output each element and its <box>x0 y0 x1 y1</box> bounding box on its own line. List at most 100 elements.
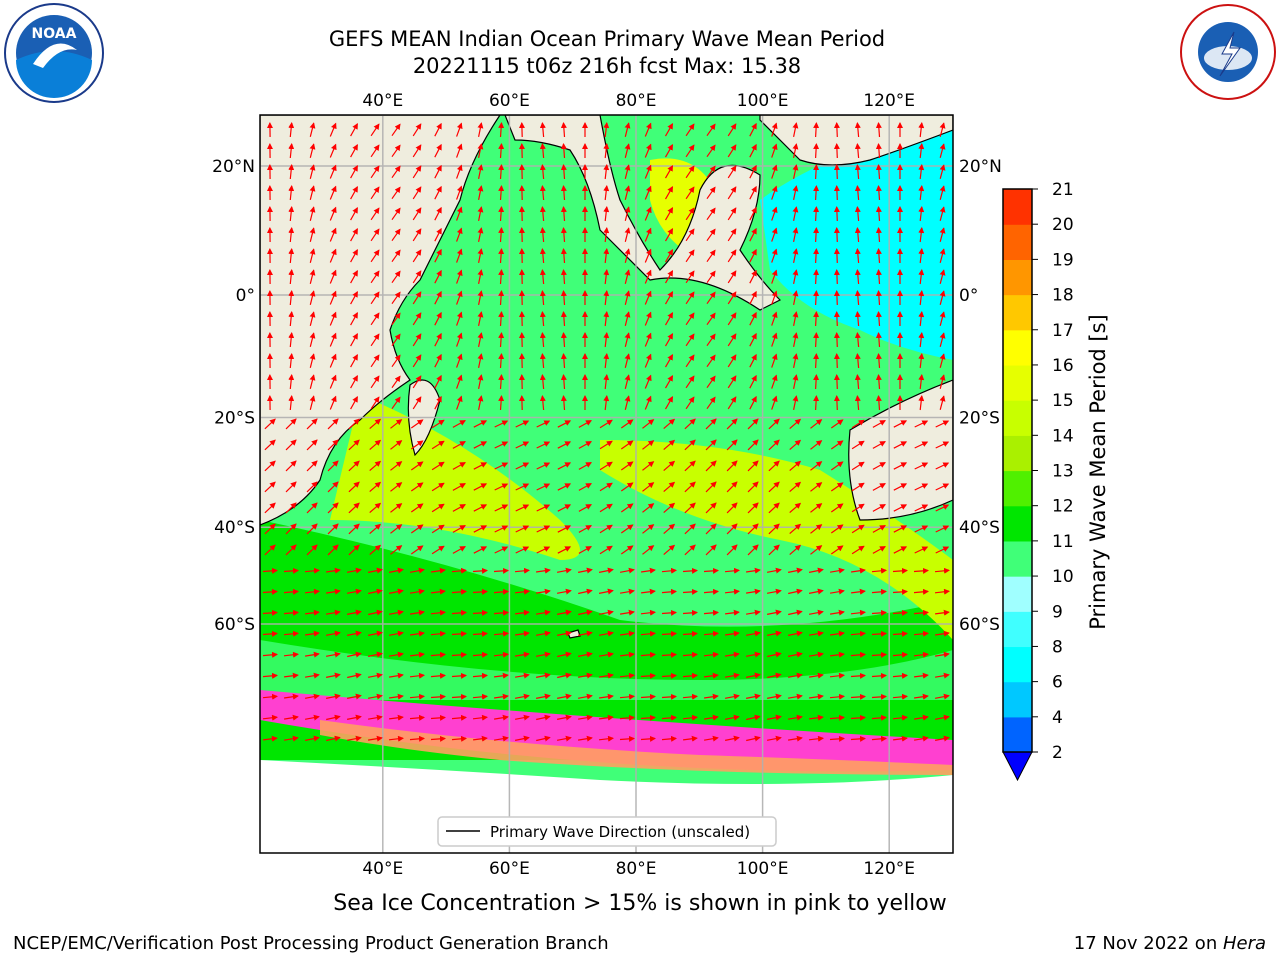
colorbar-label: Primary Wave Mean Period [s] <box>1086 314 1110 630</box>
wave-arrow <box>684 460 696 472</box>
colorbar-tick-label: 9 <box>1052 602 1063 622</box>
wave-arrow <box>325 672 341 679</box>
wave-arrow <box>640 651 656 658</box>
wave-arrow <box>918 353 925 369</box>
wave-arrow <box>535 672 551 679</box>
wave-arrow <box>560 311 567 327</box>
wave-arrow <box>787 651 803 658</box>
colorbar-tick-label: 13 <box>1052 462 1074 482</box>
wave-arrow <box>918 227 925 243</box>
wave-arrow <box>348 523 360 535</box>
wave-arrow <box>706 144 716 158</box>
wave-arrow <box>833 185 840 201</box>
wave-arrow <box>875 185 882 201</box>
wave-arrow <box>285 544 297 556</box>
wave-arrow <box>768 502 780 514</box>
wave-arrow <box>350 312 358 326</box>
wave-arrow <box>854 248 861 264</box>
wave-arrow <box>536 420 551 428</box>
wave-arrow <box>813 269 820 285</box>
wave-arrow <box>706 207 716 221</box>
wave-arrow <box>872 504 886 512</box>
wave-arrow <box>346 714 362 721</box>
wave-arrow <box>792 185 799 201</box>
wave-arrow <box>813 332 820 348</box>
wave-arrow <box>914 420 929 428</box>
wave-arrow <box>391 249 401 263</box>
wave-arrow <box>556 609 572 616</box>
wave-arrow <box>854 143 861 159</box>
wave-arrow <box>851 588 866 595</box>
wave-arrow <box>472 588 488 595</box>
wave-arrow <box>727 396 737 410</box>
wave-arrow <box>451 567 467 574</box>
wave-arrow <box>367 714 383 721</box>
wave-arrow <box>624 269 631 284</box>
wave-arrow <box>830 524 844 534</box>
wave-arrow <box>412 123 422 137</box>
wave-arrow <box>892 567 908 574</box>
wave-arrow <box>939 290 946 305</box>
wave-arrow <box>599 672 614 679</box>
wave-arrow <box>391 270 401 284</box>
colorbar-swatch <box>1003 681 1032 718</box>
wave-arrow <box>939 248 946 263</box>
wave-arrow <box>305 651 320 658</box>
wave-arrow <box>642 545 655 555</box>
wave-arrow <box>724 693 740 700</box>
colorbar-tick-label: 15 <box>1052 391 1074 411</box>
wave-arrow <box>875 353 882 369</box>
wave-arrow <box>603 332 610 348</box>
wave-arrow <box>872 462 886 470</box>
chart-subtitle: 20221115 t06z 216h fcst Max: 15.38 <box>412 54 802 78</box>
wave-arrow <box>771 332 778 347</box>
wave-arrow <box>514 735 530 742</box>
wave-arrow <box>682 567 698 574</box>
wave-arrow <box>749 374 757 389</box>
wave-arrow <box>434 374 442 389</box>
wave-arrow <box>939 353 946 368</box>
wave-arrow <box>706 396 716 410</box>
wave-arrow <box>494 672 509 679</box>
wave-arrow <box>284 714 299 721</box>
wave-arrow <box>771 290 778 305</box>
wave-arrow <box>663 439 676 451</box>
wave-arrow <box>326 567 341 574</box>
wave-arrow <box>288 185 295 201</box>
wave-arrow <box>430 714 446 721</box>
wave-arrow <box>409 567 425 574</box>
wave-arrow <box>829 735 845 742</box>
colorbar-tick-label: 10 <box>1052 567 1074 587</box>
wave-arrow <box>431 503 445 513</box>
wave-arrow <box>309 164 316 179</box>
wave-arrow <box>913 588 929 595</box>
wave-arrow <box>706 123 716 137</box>
wave-arrow <box>431 567 446 574</box>
wave-arrow <box>771 206 778 221</box>
wave-arrow <box>727 123 737 137</box>
wave-arrow <box>918 248 925 264</box>
wave-arrow <box>850 609 866 616</box>
wave-arrow <box>644 374 652 389</box>
wave-arrow <box>850 714 866 721</box>
wave-arrow <box>473 504 488 512</box>
wave-arrow <box>664 207 674 221</box>
footer-credit: NCEP/EMC/Verification Post Processing Pr… <box>13 933 609 954</box>
wave-arrow <box>724 588 740 595</box>
wave-arrow <box>619 714 635 721</box>
wave-arrow <box>685 228 695 242</box>
wave-arrow <box>456 353 463 368</box>
wave-arrow <box>892 672 908 679</box>
wave-arrow <box>850 630 866 637</box>
wave-arrow <box>285 523 297 535</box>
wave-arrow <box>644 206 652 221</box>
wave-arrow <box>409 735 425 742</box>
wave-arrow <box>830 609 845 616</box>
wave-arrow <box>893 546 908 554</box>
wave-arrow <box>412 207 422 221</box>
wave-arrow <box>325 630 341 637</box>
wave-arrow <box>771 164 778 179</box>
wave-arrow <box>472 672 488 679</box>
wave-arrow <box>854 311 861 327</box>
wave-arrow <box>726 481 738 493</box>
